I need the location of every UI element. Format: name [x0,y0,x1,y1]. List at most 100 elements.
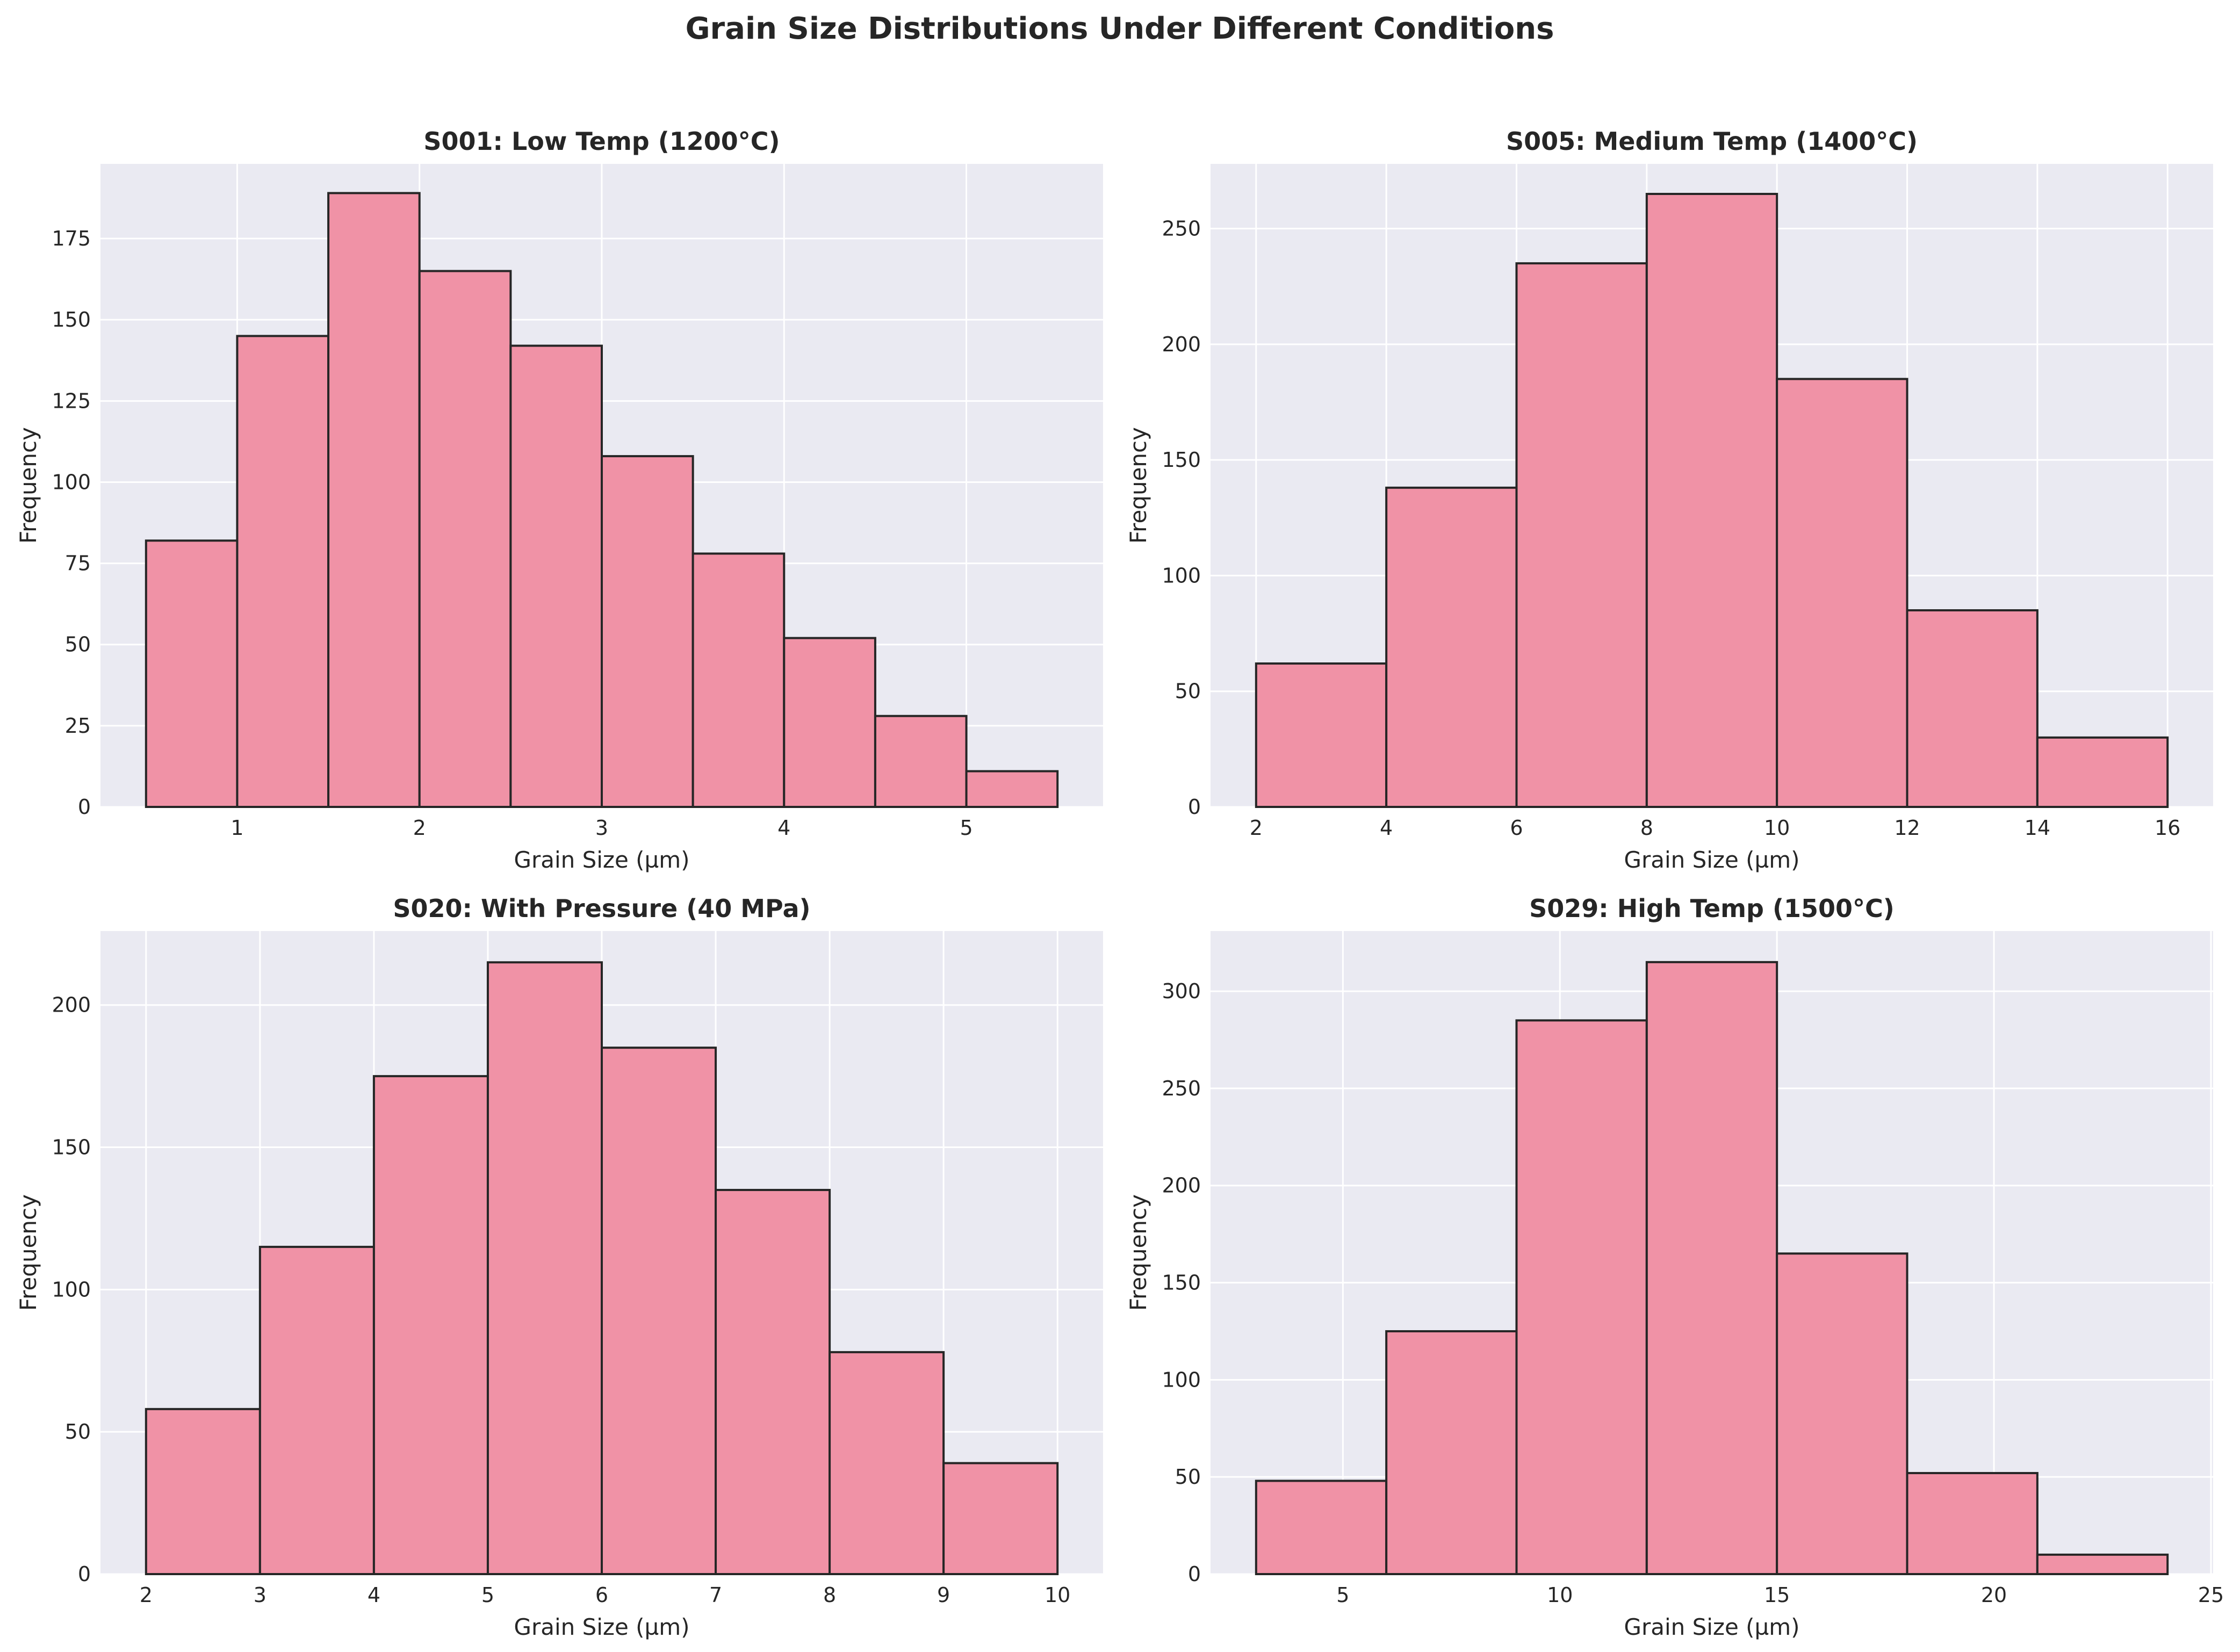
histogram-bar [372,1075,489,1576]
panel-title: S029: High Temp (1500°C) [1529,894,1895,923]
y-tick-label: 150 [1162,448,1201,472]
histogram-bar [1515,262,1648,809]
y-axis-label: Frequency [1125,427,1151,544]
y-tick-label: 200 [1162,1174,1201,1197]
x-tick-label: 20 [1981,1583,2007,1607]
y-axis-label: Frequency [1125,1194,1151,1311]
y-tick-label: 100 [1162,1368,1201,1391]
y-tick-label: 25 [65,714,91,738]
histogram-bar [965,770,1059,808]
y-tick-label: 0 [78,1562,91,1586]
histogram-bar [258,1245,375,1575]
histogram-bar [1776,1252,1908,1575]
y-tick-label: 100 [52,470,91,494]
x-tick-label: 1 [231,816,243,840]
y-tick-label: 50 [65,1420,91,1444]
x-tick-label: 12 [1894,816,1920,840]
x-axis-label: Grain Size (µm) [514,1614,689,1640]
histogram-bar [327,192,421,809]
histogram-bar [942,1462,1059,1575]
x-tick-label: 16 [2155,816,2180,840]
panel-title: S005: Medium Temp (1400°C) [1506,127,1918,156]
figure-title: Grain Size Distributions Under Different… [686,11,1554,46]
x-tick-label: 25 [2198,1583,2224,1607]
y-tick-label: 200 [1162,333,1201,356]
y-tick-label: 75 [65,552,91,575]
y-tick-label: 150 [1162,1271,1201,1295]
histogram-bar [1906,609,2039,808]
x-tick-label: 3 [595,816,608,840]
y-tick-label: 175 [52,227,91,250]
x-tick-label: 4 [368,1583,380,1607]
x-tick-label: 2 [1250,816,1263,840]
y-tick-label: 0 [78,795,91,819]
panel-title: S001: Low Temp (1200°C) [423,127,780,156]
x-tick-label: 5 [960,816,973,840]
x-tick-label: 2 [140,1583,153,1607]
x-tick-label: 2 [413,816,426,840]
x-tick-label: 15 [1764,1583,1790,1607]
x-tick-label: 8 [1640,816,1653,840]
x-axis-label: Grain Size (µm) [514,847,689,873]
histogram-bar [1385,486,1518,808]
x-axis-label: Grain Size (µm) [1624,1614,1799,1640]
y-tick-label: 50 [1175,680,1201,703]
histogram-bar [145,1408,261,1576]
x-tick-label: 6 [595,1583,608,1607]
y-tick-label: 50 [1175,1465,1201,1489]
y-tick-label: 0 [1188,795,1201,819]
histogram-bar [509,344,603,808]
histogram-bar [1645,961,1778,1575]
histogram-bar [236,335,330,808]
histogram-bar [1255,662,1388,809]
y-tick-label: 200 [52,993,91,1017]
x-tick-label: 6 [1510,816,1523,840]
y-tick-label: 150 [52,1136,91,1159]
histogram-bar [829,1351,945,1576]
y-tick-label: 125 [52,389,91,413]
y-tick-label: 250 [1162,217,1201,241]
histogram-bar [145,539,239,808]
histogram-bar [601,1047,717,1576]
y-tick-label: 300 [1162,979,1201,1003]
x-tick-label: 9 [937,1583,950,1607]
y-tick-label: 100 [1162,564,1201,587]
histogram-bar [2036,736,2169,809]
x-tick-label: 7 [709,1583,722,1607]
histogram-bar [715,1188,831,1575]
y-axis-label: Frequency [15,1194,41,1311]
histogram-bar [1776,378,1908,808]
histogram-bar [783,637,876,808]
y-tick-label: 150 [52,308,91,331]
x-tick-label: 4 [1380,816,1393,840]
histogram-bar [418,270,512,808]
y-tick-label: 250 [1162,1077,1201,1100]
x-axis-label: Grain Size (µm) [1624,847,1799,873]
x-tick-label: 5 [1336,1583,1349,1607]
histogram-panel: 2 4 6 8 10 12 14 16 0 50 100 150 200 250 S005: Medium … [1125,127,2213,873]
y-axis-label: Frequency [15,427,41,544]
panel-title: S020: With Pressure (40 MPa) [393,894,810,923]
x-tick-label: 3 [254,1583,267,1607]
histogram-bar [2036,1553,2169,1576]
x-tick-label: 4 [777,816,790,840]
histogram-bar [1385,1330,1518,1575]
histogram-bar [1515,1019,1648,1575]
x-tick-label: 14 [2025,816,2050,840]
histogram-bar [692,552,786,809]
y-tick-label: 50 [65,633,91,657]
x-tick-label: 10 [1547,1583,1573,1607]
x-tick-label: 10 [1764,816,1790,840]
x-tick-label: 8 [823,1583,836,1607]
x-tick-label: 10 [1045,1583,1070,1607]
y-tick-label: 0 [1188,1562,1201,1586]
histogram-bar [486,961,603,1575]
histogram-bar [1906,1471,2039,1575]
histogram-bar [1255,1480,1388,1576]
histogram-bar [601,455,694,808]
